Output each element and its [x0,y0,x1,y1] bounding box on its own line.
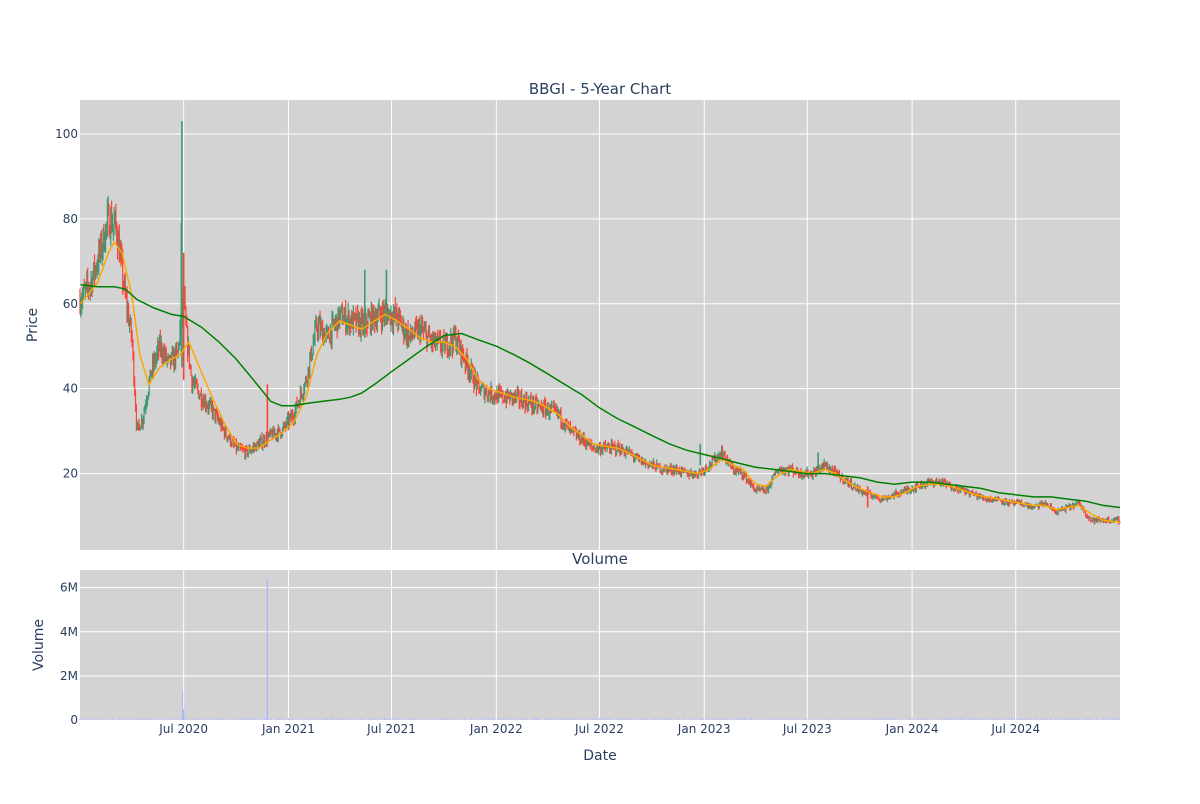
x-tick-label: Jul 2022 [574,722,624,736]
price-y-tick-labels: 20 40 60 80 100 [55,127,78,481]
price-gridlines [80,100,1120,550]
x-tick-label: Jul 2020 [158,722,208,736]
volume-y-tick-label: 6M [60,581,78,595]
volume-subplot-title: Volume [572,550,628,568]
price-plot-area [80,100,1120,550]
price-panel: 20 40 60 80 100 BBGI - 5-Year Chart Price [25,80,1121,550]
price-y-tick-label: 100 [55,127,78,141]
volume-y-tick-label: 0 [70,713,78,727]
volume-panel: 0 2M 4M 6M Jul 2020 Jan 2021 Jul 2021 Jan 2022… [31,550,1120,764]
x-tick-label: Jul 2024 [990,722,1040,736]
price-y-tick-label: 60 [63,297,78,311]
price-y-tick-label: 20 [63,467,78,481]
volume-y-tick-label: 4M [60,625,78,639]
volume-y-tick-labels: 0 2M 4M 6M [60,581,78,727]
x-tick-label: Jan 2024 [885,722,939,736]
x-axis-label: Date [583,748,616,764]
volume-bars [79,578,1120,720]
volume-y-axis-label: Volume [31,619,47,671]
volume-gridlines [80,570,1120,721]
x-tick-label: Jan 2023 [677,722,731,736]
price-y-tick-label: 80 [63,212,78,226]
price-y-tick-label: 40 [63,382,78,396]
chart-title: BBGI - 5-Year Chart [529,80,671,98]
x-tick-label: Jan 2021 [261,722,315,736]
moving-average-short-line [80,240,1121,524]
x-tick-label: Jan 2022 [469,722,523,736]
x-tick-labels: Jul 2020 Jan 2021 Jul 2021 Jan 2022 Jul 2022… [158,722,1040,736]
x-tick-label: Jul 2023 [782,722,832,736]
moving-average-long-line [80,283,1121,509]
volume-y-tick-label: 2M [60,669,78,683]
price-y-axis-label: Price [25,308,41,342]
x-tick-label: Jul 2021 [366,722,416,736]
volume-plot-area [80,570,1120,720]
